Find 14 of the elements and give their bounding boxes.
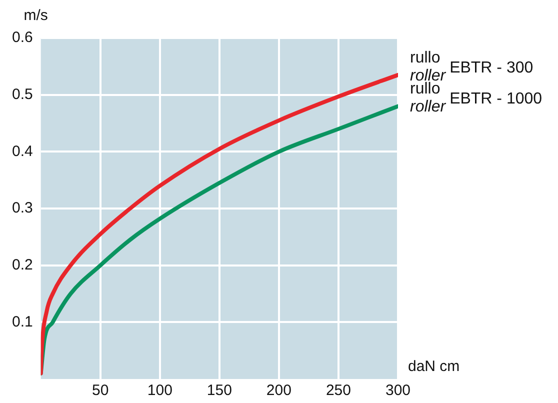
x-tick-label: 200: [266, 382, 292, 400]
y-tick-label: 0.5: [12, 86, 33, 103]
x-axis-title: daN cm: [408, 358, 460, 376]
y-tick-label: 0.6: [12, 29, 33, 46]
x-tick-label: 100: [147, 382, 172, 400]
x-tick-label: 150: [206, 382, 232, 400]
x-tick-label: 50: [92, 382, 109, 400]
y-axis-title: m/s: [24, 7, 48, 24]
x-tick-label: 250: [326, 382, 351, 400]
y-tick-label: 0.1: [12, 313, 33, 330]
y-tick-label: 0.3: [12, 200, 33, 217]
y-tick-label: 0.4: [12, 142, 33, 160]
y-tick-label: 0.2: [12, 256, 33, 274]
x-tick-label: 300: [385, 382, 411, 400]
